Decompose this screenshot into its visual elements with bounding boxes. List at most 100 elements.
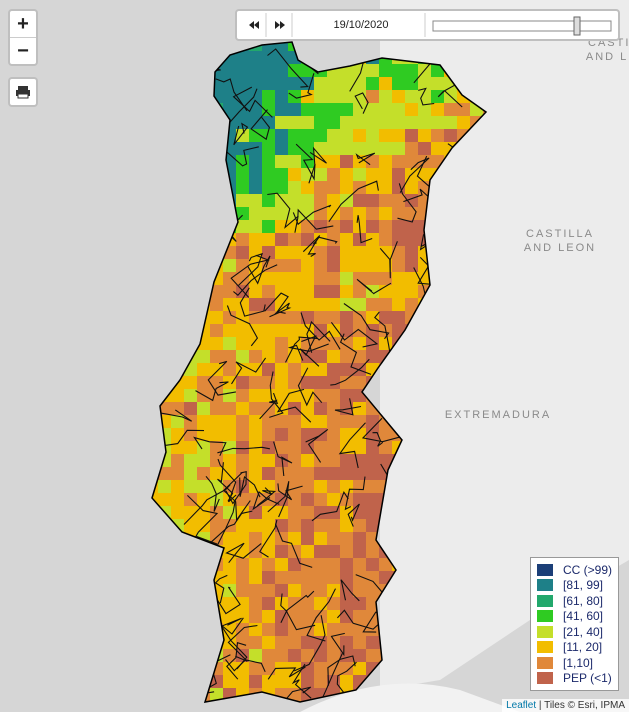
grid-cell xyxy=(301,376,314,389)
grid-cell xyxy=(340,350,353,363)
border-line xyxy=(328,180,379,223)
border-line xyxy=(338,422,366,469)
grid-cell xyxy=(340,480,353,493)
grid-cell xyxy=(249,77,262,90)
grid-cell xyxy=(288,246,301,259)
grid-cell xyxy=(197,480,210,493)
grid-cell xyxy=(210,363,223,376)
grid-cell xyxy=(327,129,340,142)
grid-cell xyxy=(379,168,392,181)
grid-cell xyxy=(301,233,314,246)
grid-cell xyxy=(353,285,366,298)
grid-cell xyxy=(353,662,366,675)
grid-cell xyxy=(366,519,379,532)
grid-cell xyxy=(249,194,262,207)
slider-track[interactable] xyxy=(432,20,612,32)
legend-label: [81, 99] xyxy=(562,578,604,593)
grid-cell xyxy=(171,402,184,415)
grid-cell xyxy=(171,415,184,428)
step-forward[interactable] xyxy=(275,21,285,29)
grid-cell xyxy=(366,636,379,649)
grid-cell xyxy=(327,454,340,467)
grid-cell xyxy=(223,389,236,402)
grid-cell xyxy=(301,90,314,103)
grid-cell xyxy=(275,376,288,389)
grid-cell xyxy=(353,636,366,649)
grid-cell xyxy=(379,246,392,259)
grid-cell xyxy=(340,129,353,142)
grid-cell xyxy=(288,532,301,545)
grid-cell xyxy=(327,376,340,389)
grid-cell xyxy=(340,467,353,480)
grid-cell xyxy=(262,311,275,324)
grid-cell xyxy=(171,389,184,402)
legend-label: [41, 60] xyxy=(562,609,604,624)
grid-cell xyxy=(262,454,275,467)
grid-cell xyxy=(353,649,366,662)
grid-cell xyxy=(223,571,236,584)
zoom-in[interactable]: + xyxy=(10,11,36,38)
grid-cell xyxy=(314,246,327,259)
grid-cell xyxy=(197,493,210,506)
grid-cell xyxy=(340,636,353,649)
slider-handle[interactable] xyxy=(573,16,581,36)
border-line xyxy=(293,615,326,672)
grid-cell xyxy=(431,90,444,103)
border-line xyxy=(267,666,306,680)
grid-cell xyxy=(340,272,353,285)
step-back[interactable] xyxy=(249,21,259,29)
border-line xyxy=(231,357,267,385)
legend-swatch xyxy=(536,594,553,607)
grid-cell xyxy=(340,662,353,675)
border-line xyxy=(287,343,329,361)
grid-cell xyxy=(301,480,314,493)
grid-cell xyxy=(236,493,249,506)
grid-cell xyxy=(379,90,392,103)
grid-cell xyxy=(405,116,418,129)
grid-cell xyxy=(379,298,392,311)
border-line xyxy=(256,487,277,507)
grid-cell xyxy=(275,233,288,246)
grid-cell xyxy=(314,168,327,181)
leaflet-link[interactable]: Leaflet xyxy=(506,700,537,711)
grid-cell xyxy=(249,51,262,64)
grid-cell xyxy=(366,129,379,142)
grid-cell xyxy=(366,298,379,311)
grid-cell xyxy=(392,298,405,311)
grid-cell xyxy=(405,220,418,233)
grid-cell xyxy=(197,506,210,519)
grid-cell xyxy=(262,467,275,480)
grid-cell xyxy=(340,610,353,623)
grid-cell xyxy=(262,220,275,233)
zoom-out[interactable]: − xyxy=(17,40,29,62)
grid-cell xyxy=(236,454,249,467)
border-line xyxy=(154,409,193,422)
grid-cell xyxy=(210,311,223,324)
grid-cell xyxy=(314,584,327,597)
grid-cell xyxy=(210,506,223,519)
grid-cell xyxy=(262,246,275,259)
legend-swatch xyxy=(536,656,553,669)
grid-cell xyxy=(223,298,236,311)
grid-cell xyxy=(366,103,379,116)
grid-cell xyxy=(249,142,262,155)
grid-cell xyxy=(314,103,327,116)
grid-cell xyxy=(236,272,249,285)
border-line xyxy=(340,579,360,602)
border-line xyxy=(356,278,392,295)
grid-cell xyxy=(184,506,197,519)
grid-cell xyxy=(301,402,314,415)
grid-cell xyxy=(340,493,353,506)
grid-cell xyxy=(288,129,301,142)
grid-cell xyxy=(392,246,405,259)
grid-cell xyxy=(392,90,405,103)
grid-cell xyxy=(301,649,314,662)
print-button[interactable] xyxy=(8,77,38,107)
grid-cell xyxy=(314,415,327,428)
grid-cell xyxy=(288,259,301,272)
grid-cell xyxy=(262,480,275,493)
grid-cell xyxy=(327,168,340,181)
grid-cell xyxy=(184,480,197,493)
border-line xyxy=(294,208,334,233)
grid-cell xyxy=(327,558,340,571)
